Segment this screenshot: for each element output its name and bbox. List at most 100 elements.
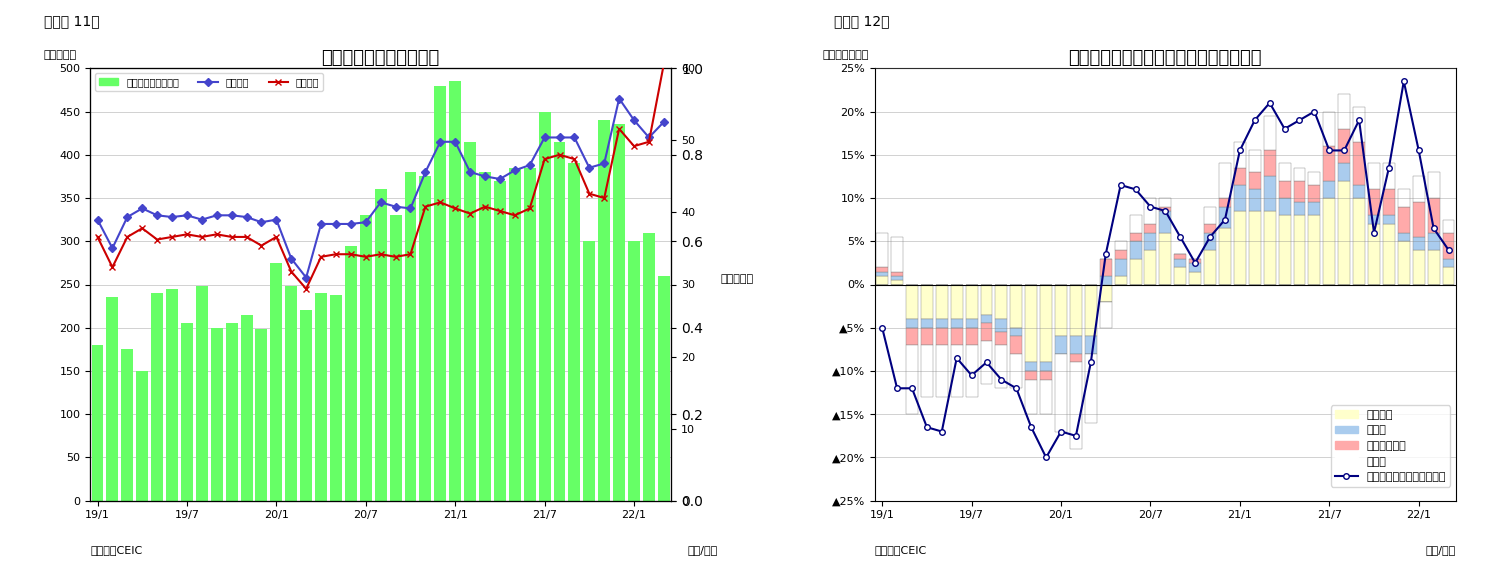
総輸出額 <box>312 221 330 228</box>
総輸入額 <box>267 233 285 240</box>
総輸出額 <box>282 255 300 262</box>
Bar <box>1412 250 1424 284</box>
Bar <box>935 319 947 328</box>
Bar <box>1367 215 1379 224</box>
Bar <box>1382 163 1394 189</box>
Bar <box>1442 258 1454 267</box>
Bar <box>892 280 904 284</box>
Bar <box>1427 233 1439 250</box>
総輸出額 <box>119 213 137 220</box>
Bar <box>1159 207 1171 211</box>
Bar <box>1324 146 1336 181</box>
Bar <box>1010 354 1022 388</box>
総輸入額 <box>609 125 627 132</box>
Bar <box>1249 150 1261 172</box>
総輸出額 <box>252 219 270 226</box>
Text: （年/月）: （年/月） <box>1426 545 1456 555</box>
Bar <box>1367 189 1379 215</box>
総輸出額 <box>566 134 584 141</box>
総輸出額 <box>297 274 315 281</box>
Bar <box>935 345 947 397</box>
Bar <box>1367 163 1379 189</box>
Bar <box>1189 271 1201 284</box>
Bar <box>935 284 947 319</box>
Bar <box>1324 112 1336 146</box>
Bar <box>1352 142 1364 185</box>
総輸入額 <box>342 251 360 258</box>
総輸入額 <box>357 253 375 260</box>
総輸入額 <box>134 225 152 232</box>
総輸出額 <box>179 212 197 218</box>
Bar <box>1294 181 1306 203</box>
Bar <box>892 276 904 280</box>
Bar <box>995 332 1007 345</box>
Bar <box>315 293 327 501</box>
Bar <box>434 85 446 501</box>
Bar <box>1264 211 1276 284</box>
Bar <box>642 233 654 501</box>
総輸入額 <box>207 231 225 238</box>
Bar <box>950 319 962 328</box>
Bar <box>210 328 222 501</box>
Bar <box>524 168 536 501</box>
総輸入額 <box>461 210 479 217</box>
Bar <box>1279 163 1291 181</box>
Bar <box>1130 258 1141 284</box>
総輸入額 <box>89 233 107 240</box>
Bar <box>1279 215 1291 284</box>
Bar <box>995 319 1007 332</box>
総輸入額 <box>372 251 390 258</box>
Bar <box>1085 336 1097 354</box>
Bar <box>92 345 104 501</box>
Bar <box>1309 215 1321 284</box>
Bar <box>1144 224 1156 233</box>
Bar <box>107 298 119 501</box>
総輸出額 <box>416 168 434 175</box>
Bar <box>1144 198 1156 224</box>
Bar <box>950 284 962 319</box>
総輸出額 <box>387 203 405 210</box>
総輸入額 <box>164 233 182 240</box>
総輸出額 <box>207 212 225 218</box>
Bar <box>965 345 977 397</box>
Bar <box>1339 163 1351 181</box>
総輸出額 <box>357 219 375 226</box>
Bar <box>657 276 669 501</box>
Bar <box>1070 284 1082 336</box>
Bar <box>1234 211 1246 284</box>
Bar <box>877 233 889 267</box>
Bar <box>1159 211 1171 233</box>
総輸入額 <box>446 205 464 212</box>
総輸出額 <box>609 95 627 102</box>
総輸入額 <box>551 151 569 158</box>
Bar <box>980 284 992 315</box>
Bar <box>1397 241 1409 284</box>
Bar <box>569 163 581 501</box>
総輸出額 <box>134 205 152 212</box>
Bar <box>1130 215 1141 233</box>
Bar <box>122 349 134 501</box>
Bar <box>1309 172 1321 185</box>
Title: シンガポール　輸出の伸び率（品目別）: シンガポール 輸出の伸び率（品目別） <box>1069 49 1262 67</box>
Bar <box>1055 354 1067 431</box>
総輸入額 <box>327 251 345 258</box>
Bar <box>1204 250 1216 284</box>
Bar <box>1025 284 1037 362</box>
Bar <box>1294 215 1306 284</box>
Text: （資料）CEIC: （資料）CEIC <box>875 545 928 555</box>
Bar <box>1010 328 1022 336</box>
Bar <box>907 345 919 414</box>
Bar <box>599 120 611 501</box>
Bar <box>1309 185 1321 203</box>
総輸出額 <box>149 212 167 218</box>
Line: 総輸出額: 総輸出額 <box>95 96 666 281</box>
Bar <box>1174 254 1186 258</box>
Bar <box>449 81 461 501</box>
Title: シンガポール　貿易収支: シンガポール 貿易収支 <box>321 49 440 67</box>
Bar <box>1025 371 1037 380</box>
総輸入額 <box>476 203 494 210</box>
Bar <box>1219 163 1231 198</box>
Bar <box>907 284 919 319</box>
Bar <box>1264 116 1276 150</box>
総輸入額 <box>416 203 434 210</box>
